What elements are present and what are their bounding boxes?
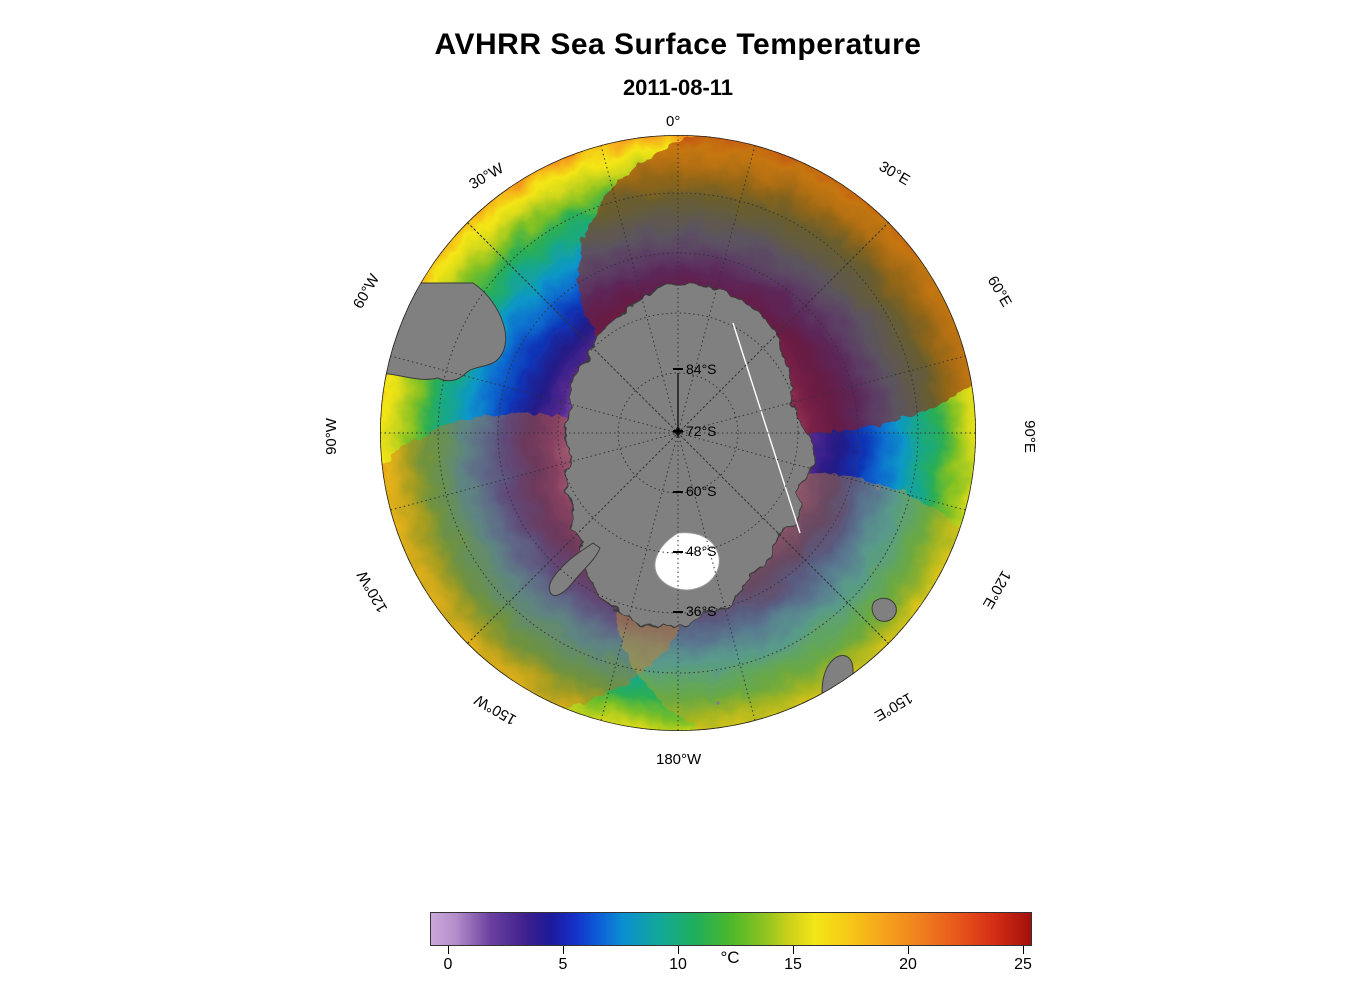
lon-label-60E: 60°E [984,273,1015,310]
polar-sst-map[interactable]: ✦ [378,133,978,733]
page-title: AVHRR Sea Surface Temperature [0,28,1356,62]
lon-label-120E: 120°E [979,567,1014,611]
lat-label-84S: 84°S [686,361,717,377]
lat-tick-84S [673,368,683,370]
date-subtitle: 2011-08-11 [0,75,1356,101]
lon-label-0: 0° [666,113,680,130]
australia-landmass[interactable] [905,603,978,689]
lon-label-90W: 90°W [323,418,340,455]
polar-map-container: ✦ 84°S 72°S 60°S 48°S 36°S 0° 30°E 60°E … [378,133,978,733]
lon-label-180: 180°W [656,751,701,768]
small-island-2[interactable] [586,416,590,420]
colorbar-container[interactable]: 0 5 10 15 20 25 °C [430,912,1030,966]
colorbar-unit-label: °C [430,948,1030,968]
colorbar-gradient[interactable] [430,912,1032,946]
lon-label-90E: 90°E [1021,420,1038,453]
lat-tick-72S [673,430,683,432]
lat-tick-36S [673,611,683,613]
small-island-3[interactable] [716,701,720,705]
lat-tick-60S [673,491,683,493]
lat-label-36S: 36°S [686,603,717,619]
lat-label-72S: 72°S [686,423,717,439]
lat-label-60S: 60°S [686,483,717,499]
tasmania-island[interactable] [872,598,896,621]
lat-label-48S: 48°S [686,543,717,559]
lat-tick-48S [673,551,683,553]
new-zealand-north-island[interactable] [808,701,831,726]
